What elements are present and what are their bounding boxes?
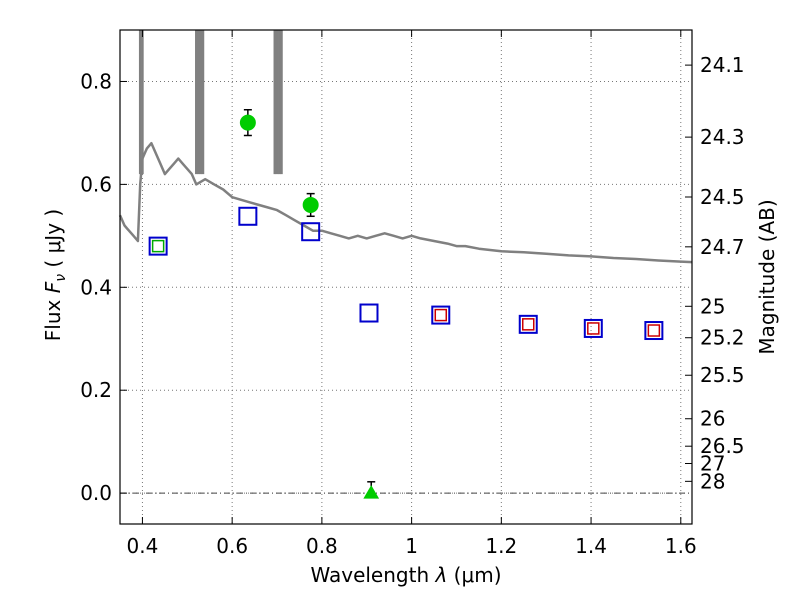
magnitude-tick-label: 24.1 <box>700 53 745 77</box>
model-photometry-marker <box>359 303 379 323</box>
sed-model-line <box>118 141 693 264</box>
data-series <box>118 30 693 499</box>
observed-photometry-marker <box>434 308 448 322</box>
upper-limit-point <box>363 485 380 499</box>
plot-frame <box>119 29 693 525</box>
y-axis-label: Flux Fν ( μJy ) <box>41 209 69 341</box>
model-photometry-marker <box>644 321 664 341</box>
x-tick-label: 1 <box>405 534 418 558</box>
magnitude-axis-label: Magnitude (AB) <box>755 199 779 354</box>
y-axis-label-prefix: Flux <box>41 293 65 341</box>
x-axis-label-prefix: Wavelength <box>310 563 435 587</box>
detection-point <box>239 114 256 131</box>
detection-point <box>302 196 319 213</box>
x-axis-ticks: 0.4 0.6 0.8 1 1.2 1.4 1.6 <box>127 30 697 558</box>
y-tick-label: 0.0 <box>80 481 112 505</box>
model-photometry-marker <box>148 236 168 256</box>
magnitude-tick-label: 25.2 <box>700 326 745 350</box>
observed-photometry-marker <box>522 318 535 331</box>
y-axis-ticks: 0.0 0.2 0.4 0.6 0.8 <box>80 69 127 505</box>
model-photometry-marker <box>238 206 258 226</box>
x-tick-label: 1.4 <box>575 534 607 558</box>
magnitude-tick-label: 28 <box>700 469 725 493</box>
magnitude-tick-label: 26.5 <box>700 434 745 458</box>
model-photometry-marker <box>583 318 603 338</box>
x-tick-label: 0.6 <box>216 534 248 558</box>
y-tick-label: 0.2 <box>80 378 112 402</box>
x-axis-label-symbol: λ <box>434 563 447 587</box>
grid-lines <box>120 30 692 524</box>
model-photometry-marker <box>431 305 451 325</box>
observed-photometry-marker <box>647 324 661 337</box>
x-tick-label: 0.8 <box>306 534 338 558</box>
magnitude-tick-label: 27 <box>700 452 725 476</box>
magnitude-tick-label: 24.3 <box>700 125 745 149</box>
y-tick-label: 0.6 <box>80 172 112 196</box>
magnitude-tick-label: 25.5 <box>700 363 745 387</box>
y-tick-label: 0.8 <box>80 69 112 93</box>
x-tick-label: 0.4 <box>127 534 159 558</box>
magnitude-tick-label: 24.7 <box>700 235 745 259</box>
x-axis-label-suffix: (μm) <box>447 563 501 587</box>
magnitude-tick-label: 24.5 <box>700 185 745 209</box>
y-tick-label: 0.4 <box>80 275 112 299</box>
y-axis-label-suffix: ( μJy ) <box>41 209 65 274</box>
observed-photometry-marker <box>151 239 165 253</box>
magnitude-tick-label: 25 <box>700 294 725 318</box>
x-axis-label: Wavelength λ (μm) <box>310 563 501 587</box>
y-axis-label-subscript: ν <box>53 274 69 282</box>
y-axis-label-symbol: F <box>41 281 65 293</box>
x-tick-label: 1.2 <box>485 534 517 558</box>
x-tick-label: 1.6 <box>665 534 697 558</box>
model-photometry-marker <box>518 314 538 334</box>
magnitude-tick-label: 26 <box>700 407 725 431</box>
observed-photometry-marker <box>587 322 600 335</box>
model-photometry-marker <box>301 222 321 242</box>
